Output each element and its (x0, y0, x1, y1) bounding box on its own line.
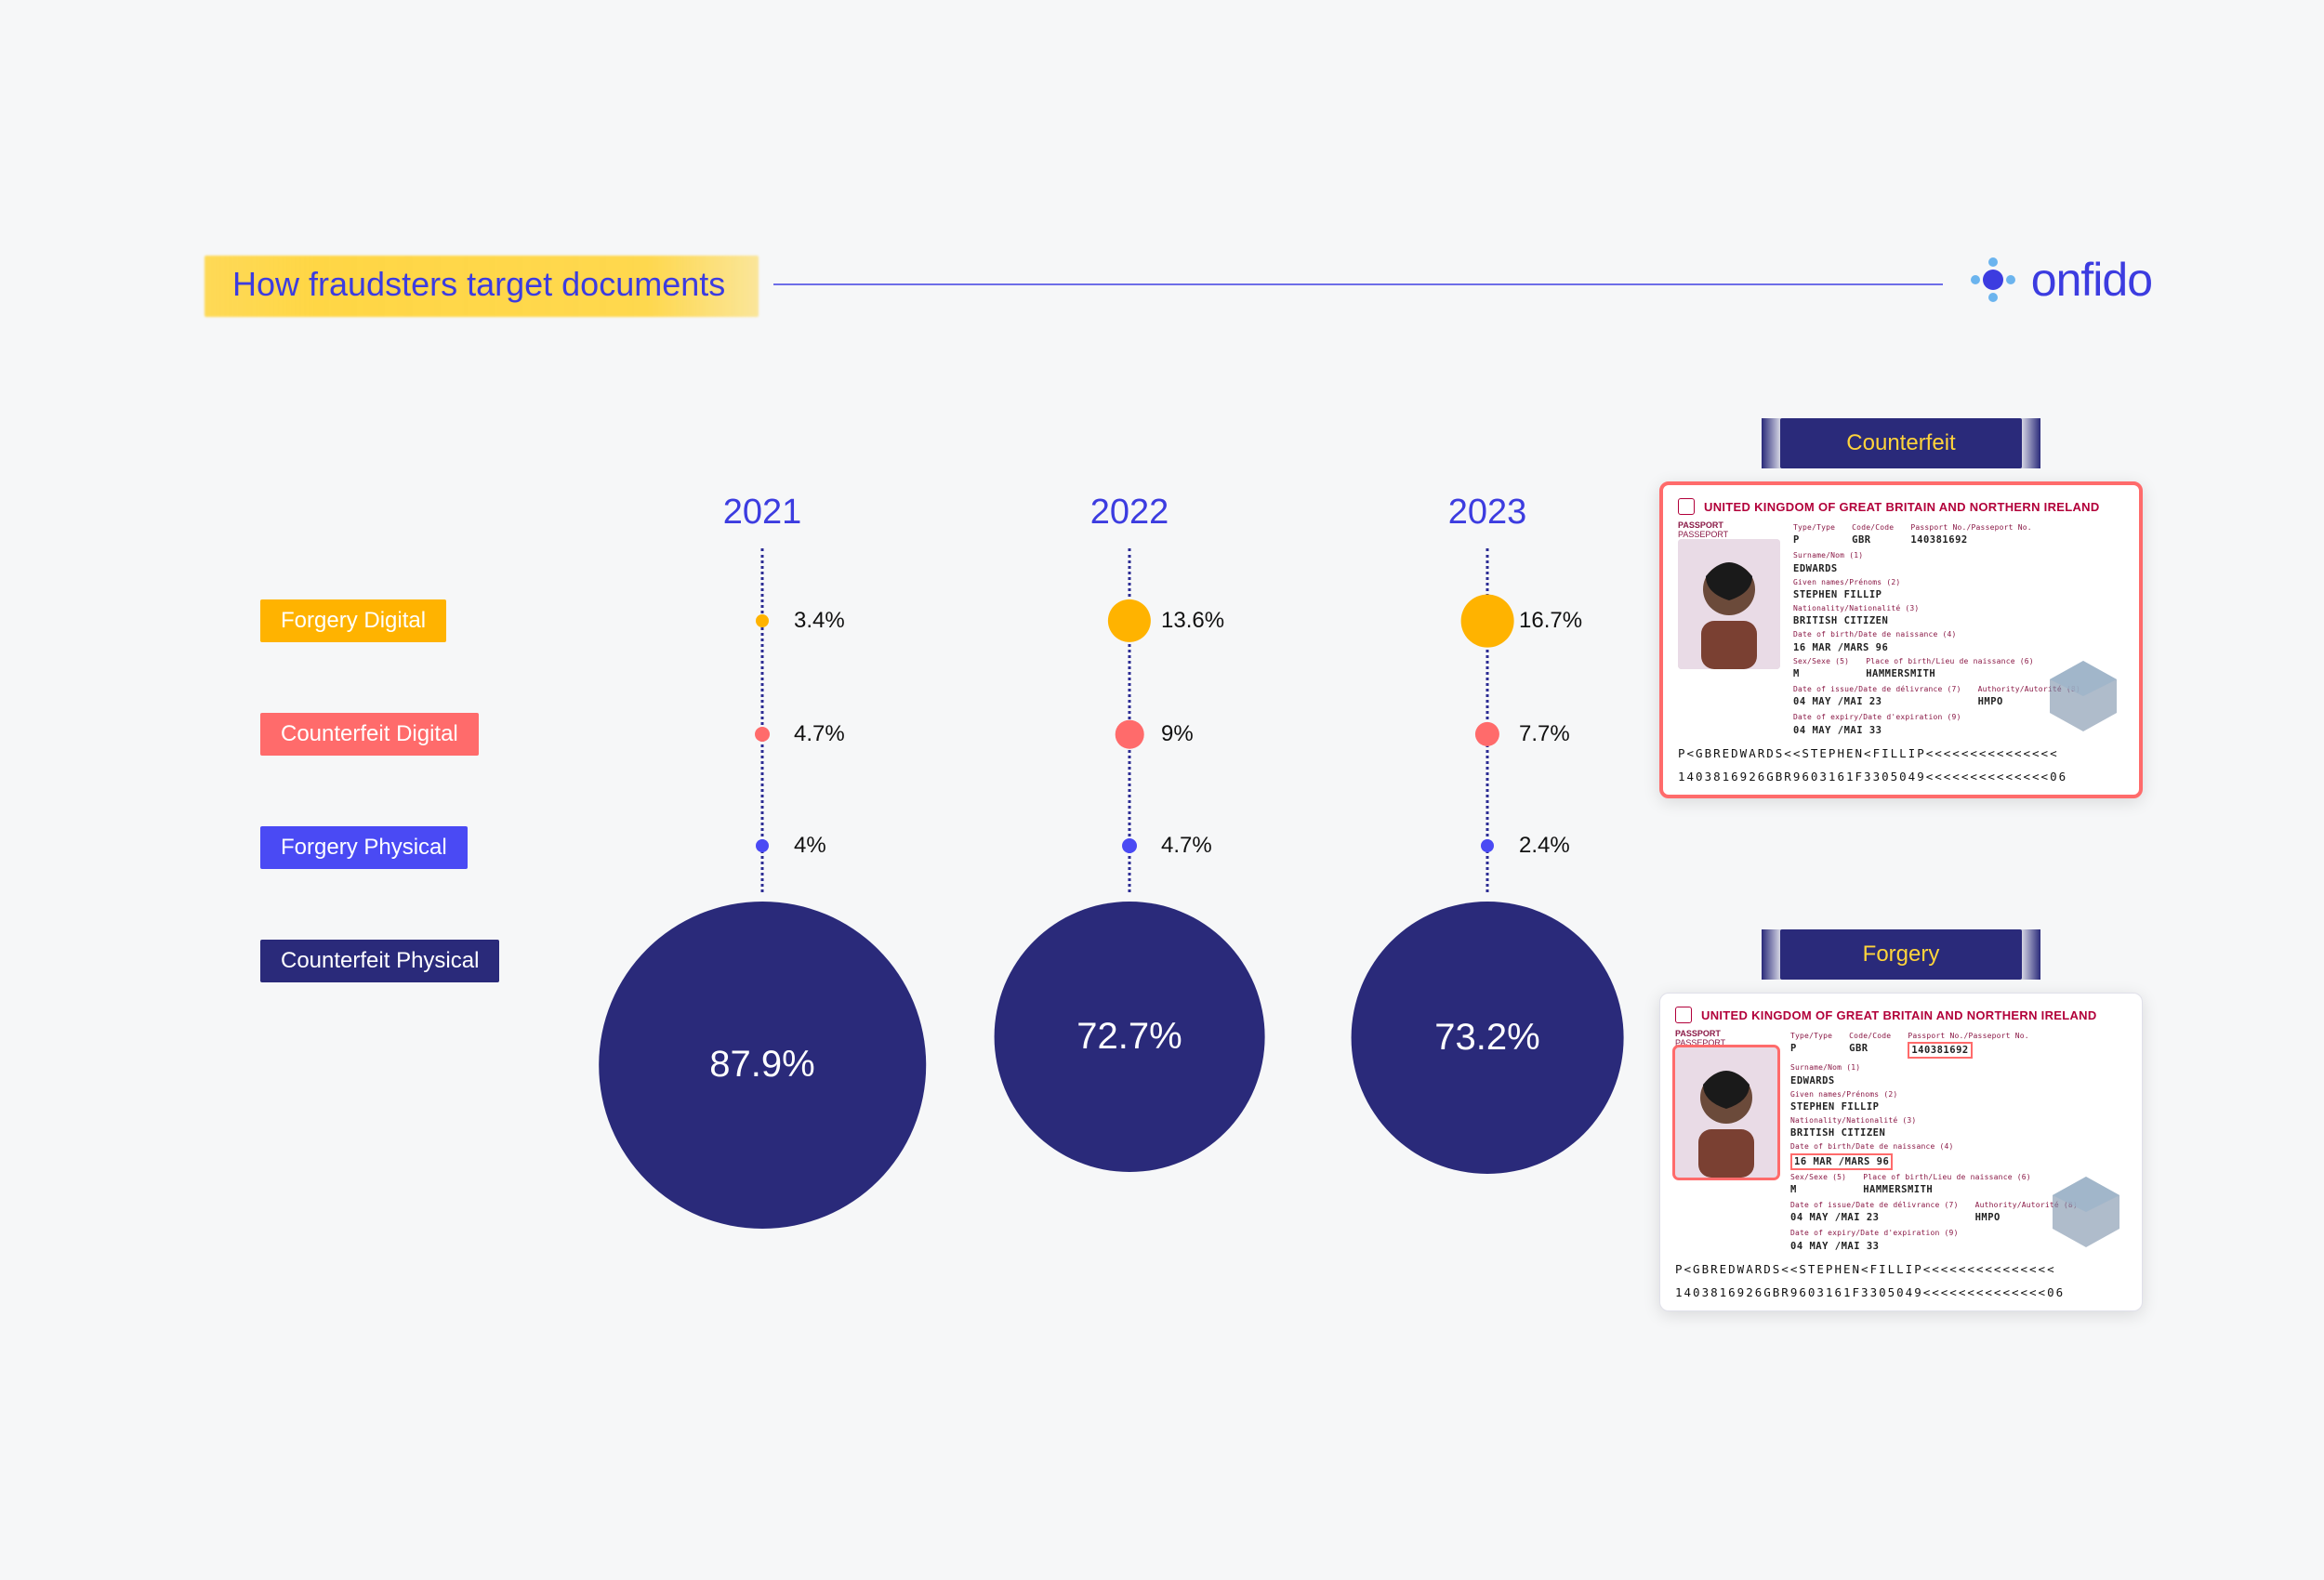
legend-forgery_physical: Forgery Physical (260, 826, 468, 869)
year-label: 2022 (962, 493, 1297, 533)
year-column-2023: 202316.7%7.7%2.4%73.2% (1320, 493, 1655, 551)
crest-icon (1675, 1007, 1692, 1023)
example-tag-counterfeit: Counterfeit (1780, 418, 2022, 468)
example-tag-forgery: Forgery (1780, 929, 2022, 980)
bubble-forgery_digital (756, 614, 769, 627)
year-label: 2021 (595, 493, 930, 533)
brand-name: onfido (2031, 253, 2152, 307)
passport-word-fr: PASSEPORT (1675, 1038, 1777, 1047)
onfido-icon (1970, 257, 2016, 303)
value-label-forgery_digital: 16.7% (1519, 608, 1582, 634)
bubble-counterfeit_physical: 87.9% (599, 902, 926, 1229)
value-label-forgery_physical: 4.7% (1161, 833, 1212, 859)
bubble-counterfeit_digital (1475, 722, 1499, 746)
value-label-counterfeit_digital: 4.7% (794, 721, 845, 747)
title-divider-line (773, 283, 1943, 285)
chart-title: How fraudsters target documents (232, 265, 725, 304)
mrz-line-2: 1403816926GBR9603161F3305049<<<<<<<<<<<<… (1675, 1285, 2127, 1299)
value-label-forgery_physical: 2.4% (1519, 833, 1570, 859)
bubble-forgery_digital (1108, 599, 1151, 642)
hologram-icon (2044, 657, 2122, 735)
hologram-icon (2047, 1173, 2125, 1251)
value-label-counterfeit_digital: 9% (1161, 721, 1194, 747)
passport-card-counterfeit: UNITED KINGDOM OF GREAT BRITAIN AND NORT… (1659, 481, 2143, 798)
bubble-counterfeit_digital (755, 727, 770, 742)
example-counterfeit: Counterfeit UNITED KINGDOM OF GREAT BRIT… (1659, 418, 2143, 798)
passport-photo (1675, 1047, 1777, 1178)
bubble-forgery_physical (1481, 839, 1494, 852)
passport-card-forgery: UNITED KINGDOM OF GREAT BRITAIN AND NORT… (1659, 993, 2143, 1311)
year-label: 2023 (1320, 493, 1655, 533)
mrz-line-1: P<GBREDWARDS<<STEPHEN<FILLIP<<<<<<<<<<<<… (1675, 1262, 2127, 1276)
year-column-2022: 202213.6%9%4.7%72.7% (962, 493, 1297, 551)
bubble-counterfeit_physical: 72.7% (995, 902, 1265, 1172)
legend-counterfeit_digital: Counterfeit Digital (260, 713, 479, 756)
bubble-forgery_physical (756, 839, 769, 852)
bubble-counterfeit_physical: 73.2% (1352, 902, 1624, 1174)
brand-logo: onfido (1970, 253, 2152, 307)
title-highlight: How fraudsters target documents (205, 256, 759, 317)
mrz-line-2: 1403816926GBR9603161F3305049<<<<<<<<<<<<… (1678, 770, 2124, 783)
year-column-2021: 20213.4%4.7%4%87.9% (595, 493, 930, 551)
passport-word: PASSPORT (1678, 520, 1780, 530)
value-label-forgery_digital: 13.6% (1161, 608, 1224, 634)
value-label-counterfeit_digital: 7.7% (1519, 721, 1570, 747)
passport-photo (1678, 539, 1780, 669)
value-label-forgery_digital: 3.4% (794, 608, 845, 634)
bubble-forgery_physical (1122, 838, 1137, 853)
passport-fields: Type/TypeP Code/CodeGBR Passport No./Pas… (1793, 520, 2080, 737)
legend-counterfeit_physical: Counterfeit Physical (260, 940, 499, 982)
passport-country-title: UNITED KINGDOM OF GREAT BRITAIN AND NORT… (1704, 500, 2100, 514)
mrz-line-1: P<GBREDWARDS<<STEPHEN<FILLIP<<<<<<<<<<<<… (1678, 746, 2124, 760)
passport-fields: Type/TypeP Code/CodeGBR Passport No./Pas… (1790, 1029, 2078, 1253)
crest-icon (1678, 498, 1695, 515)
passport-word-fr: PASSEPORT (1678, 530, 1780, 539)
example-forgery: Forgery UNITED KINGDOM OF GREAT BRITAIN … (1659, 929, 2143, 1311)
passport-country-title: UNITED KINGDOM OF GREAT BRITAIN AND NORT… (1701, 1008, 2097, 1022)
passport-word: PASSPORT (1675, 1029, 1777, 1038)
infographic-canvas: How fraudsters target documents onfido F… (0, 0, 2324, 1580)
bubble-counterfeit_digital (1116, 720, 1144, 749)
legend: Forgery Digital Counterfeit Digital Forger… (260, 599, 499, 982)
bubble-forgery_digital (1461, 595, 1514, 648)
legend-forgery_digital: Forgery Digital (260, 599, 446, 642)
title-block: How fraudsters target documents (205, 256, 759, 317)
value-label-forgery_physical: 4% (794, 833, 826, 859)
